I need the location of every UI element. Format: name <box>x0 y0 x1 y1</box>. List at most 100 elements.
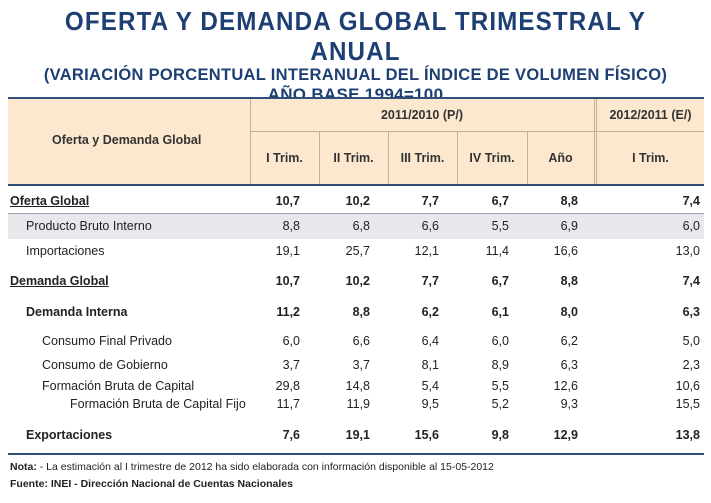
row-label: Consumo Final Privado <box>42 334 172 348</box>
table-cell: 6,0 <box>682 219 700 233</box>
table-cell: 3,7 <box>282 358 300 372</box>
table-cell: 19,1 <box>345 428 370 442</box>
table-cell: 6,7 <box>491 274 509 288</box>
row-label: Producto Bruto Interno <box>26 219 152 233</box>
row-label: Formación Bruta de Capital <box>42 379 195 393</box>
table-cell: 6,8 <box>352 219 370 233</box>
table-cell: 8,8 <box>560 274 578 288</box>
table-cell: 10,7 <box>275 194 300 208</box>
header-divider <box>319 132 320 184</box>
table-cell: 14,8 <box>345 379 370 393</box>
header-divider <box>596 99 597 184</box>
table-cell: 29,8 <box>275 379 300 393</box>
table-cell: 7,6 <box>282 428 300 442</box>
table-cell: 6,7 <box>491 194 509 208</box>
row-label: Exportaciones <box>26 428 113 442</box>
table-cell: 7,7 <box>421 274 439 288</box>
group-header-2011: 2011/2010 (P/) <box>380 108 463 122</box>
table-cell: 5,0 <box>682 334 700 348</box>
table-cell: 8,1 <box>421 358 439 372</box>
header-divider <box>594 99 595 184</box>
table-cell: 9,3 <box>560 397 578 411</box>
source-line: Fuente: INEI - Dirección Nacional de Cue… <box>10 478 293 490</box>
column-header: II Trim. <box>333 151 374 165</box>
row-header-label: Oferta y Demanda Global <box>52 133 202 147</box>
row-shade <box>8 214 704 239</box>
table-cell: 12,6 <box>553 379 578 393</box>
oferta-rule <box>8 213 704 214</box>
table-cell: 10,6 <box>675 379 700 393</box>
table-cell: 5,2 <box>491 397 509 411</box>
row-label: Demanda Interna <box>26 305 128 319</box>
main-title: OFERTA Y DEMANDA GLOBAL TRIMESTRAL Y ANU… <box>64 6 647 66</box>
group-header-2012: 2012/2011 (E/) <box>609 108 692 122</box>
top-rule <box>8 97 704 99</box>
header-divider <box>527 132 528 184</box>
table-cell: 3,7 <box>352 358 370 372</box>
table-cell: 19,1 <box>275 244 300 258</box>
table-cell: 11,2 <box>276 305 300 319</box>
table-cell: 12,9 <box>553 428 578 442</box>
bottom-rule <box>8 453 704 455</box>
table-cell: 7,4 <box>682 194 700 208</box>
table-cell: 6,9 <box>560 219 578 233</box>
table-cell: 8,0 <box>560 305 578 319</box>
table-cell: 10,2 <box>345 194 370 208</box>
column-header: I Trim. <box>266 151 303 165</box>
table-cell: 16,6 <box>553 244 578 258</box>
table-cell: 5,5 <box>491 219 509 233</box>
table-cell: 25,7 <box>345 244 370 258</box>
subtitle: (VARIACIÓN PORCENTUAL INTERANUAL DEL ÍND… <box>43 66 668 84</box>
note-label: Nota: <box>10 461 37 473</box>
title-block: OFERTA Y DEMANDA GLOBAL TRIMESTRAL Y ANU… <box>0 6 711 105</box>
table-cell: 6,3 <box>682 305 700 319</box>
column-header: I Trim. <box>632 151 669 165</box>
table-cell: 8,8 <box>352 305 370 319</box>
table-header-bg <box>8 98 704 184</box>
column-header: III Trim. <box>400 151 445 165</box>
column-header: Año <box>548 151 573 165</box>
table-cell: 9,5 <box>421 397 439 411</box>
table-cell: 10,2 <box>345 274 370 288</box>
table-cell: 6,1 <box>491 305 509 319</box>
table-cell: 6,6 <box>421 219 439 233</box>
table-cell: 13,0 <box>675 244 700 258</box>
table-cell: 7,7 <box>421 194 439 208</box>
table-cell: 11,9 <box>346 397 370 411</box>
table-cell: 12,1 <box>414 244 439 258</box>
table-cell: 6,3 <box>560 358 578 372</box>
table-cell: 6,2 <box>421 305 439 319</box>
table-cell: 5,4 <box>421 379 439 393</box>
header-divider <box>250 99 251 184</box>
row-label: Formación Bruta de Capital Fijo <box>70 397 246 411</box>
group-split-rule <box>250 131 704 132</box>
table-cell: 6,0 <box>491 334 509 348</box>
note-line: Nota: - La estimación al I trimestre de … <box>10 461 494 473</box>
table-cell: 8,9 <box>491 358 509 372</box>
table-cell: 10,7 <box>275 274 300 288</box>
row-label: Demanda Global <box>10 274 109 288</box>
table-cell: 15,6 <box>414 428 439 442</box>
table-cell: 13,8 <box>675 428 700 442</box>
table-cell: 7,4 <box>682 274 700 288</box>
table-cell: 15,5 <box>675 397 700 411</box>
table-cell: 11,7 <box>276 397 300 411</box>
table-cell: 9,8 <box>491 428 509 442</box>
table-cell: 6,6 <box>352 334 370 348</box>
row-label: Consumo de Gobierno <box>42 358 168 372</box>
note-text: - La estimación al I trimestre de 2012 h… <box>36 461 494 473</box>
header-bottom-rule <box>8 184 704 186</box>
table-cell: 6,2 <box>560 334 578 348</box>
header-divider <box>457 132 458 184</box>
table-cell: 5,5 <box>491 379 509 393</box>
table-cell: 2,3 <box>682 358 700 372</box>
row-label: Oferta Global <box>10 194 90 208</box>
table-cell: 8,8 <box>560 194 578 208</box>
table-cell: 6,4 <box>421 334 439 348</box>
column-header: IV Trim. <box>469 151 515 165</box>
row-label: Importaciones <box>26 244 105 258</box>
table-cell: 8,8 <box>282 219 300 233</box>
table-cell: 11,4 <box>485 244 509 258</box>
table-cell: 6,0 <box>282 334 300 348</box>
header-divider <box>388 132 389 184</box>
